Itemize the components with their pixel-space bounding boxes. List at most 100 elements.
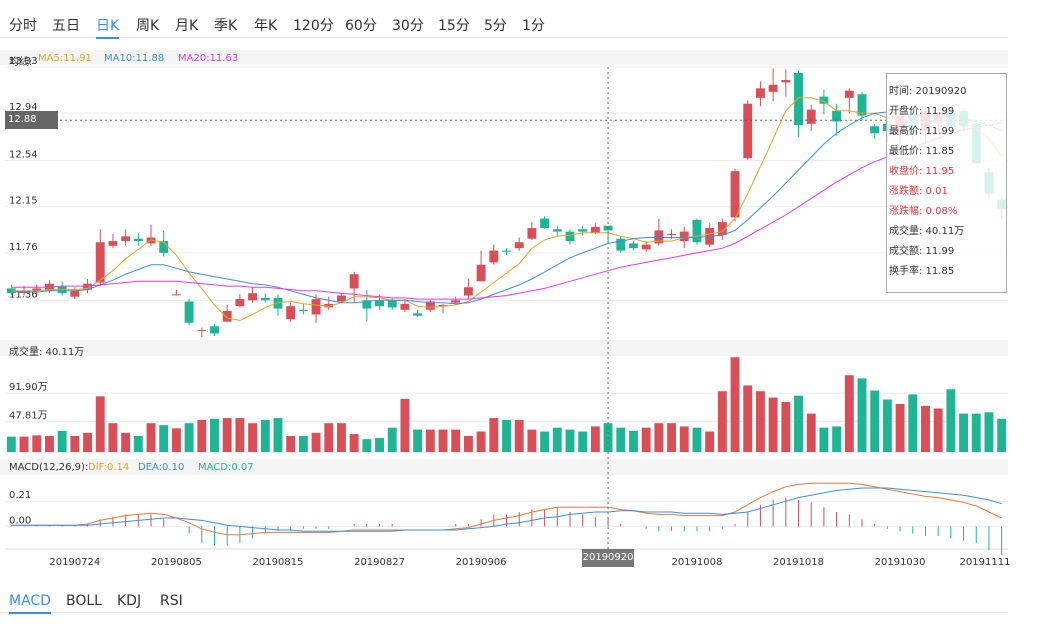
dif-line <box>11 482 1002 536</box>
candle-body <box>273 297 283 309</box>
volume-bar <box>717 391 727 452</box>
volume-bar <box>679 426 689 452</box>
candle-body <box>755 88 765 98</box>
candle-body <box>794 72 803 126</box>
ma10-legend: MA10:11.88 <box>104 53 165 64</box>
volume-bar <box>806 413 816 452</box>
candle-body <box>819 96 829 104</box>
volume-bar <box>590 426 600 452</box>
tab-period-3[interactable]: 周K <box>136 18 160 34</box>
candle-body <box>806 109 816 124</box>
tab-period-4[interactable]: 月K <box>175 18 199 34</box>
candle-body <box>565 231 575 242</box>
volume-bar <box>133 436 143 452</box>
candle-body <box>387 300 397 308</box>
volume-bar <box>451 429 461 452</box>
candle-body <box>133 238 143 242</box>
tab-period-9[interactable]: 30分 <box>392 18 424 34</box>
volume-bar <box>654 423 664 452</box>
candle-body <box>768 84 778 92</box>
volume-bar <box>387 427 397 452</box>
candle-body <box>83 283 92 290</box>
volume-bar <box>781 402 791 452</box>
volume-bar <box>844 375 854 452</box>
volume-bar <box>971 413 981 452</box>
x-tick-label: 20190906 <box>456 557 507 568</box>
volume-tick-label: 91.90万 <box>9 382 48 393</box>
candle-body <box>692 219 702 243</box>
candle-body <box>844 90 854 98</box>
tab-period-1[interactable]: 五日 <box>52 18 80 34</box>
tab-period-0[interactable]: 分时 <box>9 18 37 34</box>
tab-period-6[interactable]: 年K <box>254 18 278 34</box>
candle-body <box>248 293 258 301</box>
candle-body <box>451 300 461 303</box>
price-tick-label: 12.15 <box>9 196 38 207</box>
volume-bar <box>235 418 245 452</box>
candle-body <box>540 218 550 229</box>
candle-body <box>730 171 740 218</box>
volume-bar <box>895 404 905 452</box>
price-tick-label: 12.54 <box>9 150 38 161</box>
price-tick-label: 13.33 <box>9 56 38 67</box>
tab-period-10[interactable]: 15分 <box>438 18 470 34</box>
candle-body <box>349 274 359 289</box>
candle-body <box>679 231 689 242</box>
candle-body <box>298 309 308 311</box>
candle-body <box>590 226 600 233</box>
volume-bar <box>946 389 956 452</box>
candle-body <box>121 236 131 242</box>
volume-bar <box>908 394 918 452</box>
volume-bar <box>755 391 765 452</box>
price-tick-label: 11.76 <box>9 242 38 253</box>
volume-bar <box>705 431 715 452</box>
crosshair-price-label: 12.88 <box>5 111 58 130</box>
tooltip-row: 最低价: 11.85 <box>889 146 955 157</box>
volume-bar <box>222 418 232 452</box>
tab-period-2[interactable]: 日K <box>96 15 120 39</box>
volume-bar <box>819 427 829 452</box>
macd-tick-label: 0.21 <box>9 490 31 501</box>
tab-indicator-rsi[interactable]: RSI <box>160 593 183 609</box>
tab-period-5[interactable]: 季K <box>214 18 238 34</box>
volume-bar <box>146 423 156 452</box>
x-tick-label: 20190827 <box>354 557 405 568</box>
candle-body <box>197 329 207 331</box>
volume-bar <box>832 426 842 452</box>
period-tabs: 分时 五日 日K 周K 月K 季K 年K 120分 60分 30分 15分 5分 1分 <box>0 0 1008 39</box>
tab-indicator-kdj[interactable]: KDJ <box>117 593 142 609</box>
tab-indicator-boll[interactable]: BOLL <box>66 593 102 609</box>
candle-body <box>870 126 880 134</box>
volume-bar <box>171 428 181 452</box>
x-tick-label: 20191111 <box>960 557 1011 568</box>
volume-bar <box>260 420 270 452</box>
candle-body <box>222 310 232 322</box>
tab-period-7[interactable]: 120分 <box>293 18 334 34</box>
x-tick-label: 20191018 <box>773 557 824 568</box>
candle-body <box>95 242 105 283</box>
macd-tick-label: 0.00 <box>9 515 31 526</box>
volume-bar <box>514 420 524 452</box>
tab-period-11[interactable]: 5分 <box>484 18 507 34</box>
x-tick-label: 20190805 <box>151 557 202 568</box>
candle-body <box>641 244 651 250</box>
volume-bar <box>565 429 575 452</box>
volume-bar <box>184 423 194 452</box>
candle-body <box>654 230 664 244</box>
candle-body <box>857 94 867 116</box>
tab-indicator-macd[interactable]: MACD <box>9 593 51 614</box>
volume-bar <box>375 437 384 452</box>
tooltip-row: 最高价: 11.99 <box>889 126 955 137</box>
volume-bar <box>70 436 80 452</box>
volume-bar <box>692 427 702 452</box>
macd-legend-label: MACD(12,26,9): <box>9 462 89 473</box>
volume-bar <box>413 429 423 452</box>
candle-body <box>362 300 372 309</box>
tab-period-8[interactable]: 60分 <box>345 18 377 34</box>
candle-body <box>552 229 562 232</box>
candle-body <box>514 242 524 249</box>
tab-period-12[interactable]: 1分 <box>522 18 545 34</box>
tooltip-row: 成交量: 40.11万 <box>889 226 965 237</box>
volume-legend: 成交量: 40.11万 <box>0 340 1008 358</box>
